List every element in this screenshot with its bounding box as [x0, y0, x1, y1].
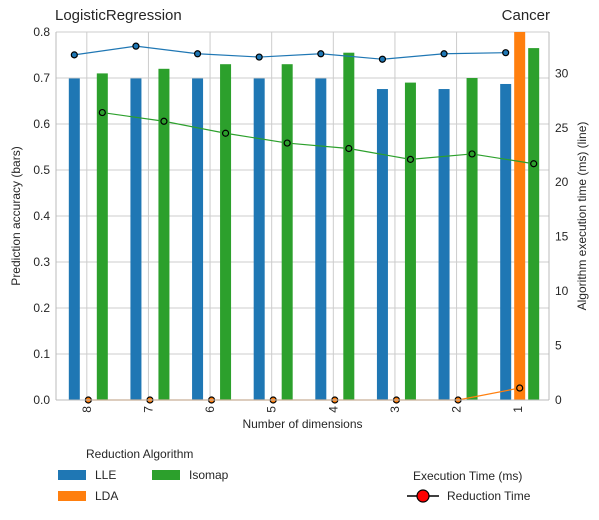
- y-right-tick-label: 25: [555, 121, 569, 135]
- point-isomap: [406, 155, 415, 163]
- point-isomap: [530, 160, 538, 168]
- y-left-tick-label: 0.1: [33, 347, 50, 361]
- point-isomap: [160, 117, 168, 125]
- y-left-tick-label: 0.4: [33, 209, 50, 223]
- point-lda: [516, 384, 524, 392]
- legend-label-time: Reduction Time: [447, 489, 531, 503]
- bar-lle: [253, 78, 265, 401]
- y-right-tick-label: 15: [555, 230, 569, 244]
- bar-isomap: [281, 64, 293, 400]
- chart-title-left: LogisticRegression: [55, 7, 182, 24]
- point-lle: [317, 50, 325, 58]
- bar-isomap: [343, 52, 355, 400]
- point-isomap: [283, 139, 291, 147]
- point-lle: [132, 42, 140, 50]
- y-left-tick-label: 0.3: [33, 255, 50, 269]
- legend-label-lda: LDA: [95, 489, 119, 503]
- bar-isomap: [404, 82, 416, 400]
- bar-lle: [192, 78, 204, 401]
- x-tick-label: 7: [141, 406, 155, 413]
- y-left-tick-label: 0.0: [33, 393, 50, 407]
- bars-group: [68, 32, 540, 401]
- bar-lle: [130, 78, 142, 401]
- legend-swatch-lda: [58, 491, 86, 501]
- bar-lle: [500, 83, 512, 400]
- point-isomap: [345, 144, 353, 153]
- y-right-tick-label: 5: [555, 339, 562, 353]
- point-lle: [440, 50, 448, 58]
- x-tick-label: 1: [511, 406, 525, 413]
- legend-item-isomap: Isomap: [152, 468, 228, 482]
- y-right-tick-label: 10: [555, 284, 569, 298]
- legend-item-lda: LDA: [58, 489, 118, 503]
- x-tick-label: 5: [265, 406, 279, 413]
- y-right-tick-label: 0: [555, 393, 562, 407]
- point-lle: [378, 55, 387, 63]
- y-left-tick-label: 0.2: [33, 301, 50, 315]
- legend-label-isomap: Isomap: [189, 468, 229, 482]
- x-axis-label: Number of dimensions: [242, 417, 362, 431]
- bar-isomap: [528, 48, 540, 400]
- x-tick-label: 6: [203, 406, 217, 413]
- bar-isomap: [96, 73, 108, 401]
- x-tick-label: 2: [450, 406, 464, 413]
- bar-isomap: [220, 64, 232, 400]
- legend-item-time: Reduction Time: [407, 489, 530, 503]
- y-left-tick-label: 0.7: [33, 71, 50, 85]
- point-isomap: [468, 150, 476, 158]
- legend-time-title: Execution Time (ms): [413, 469, 523, 483]
- line-isomap: [102, 111, 534, 165]
- point-isomap: [98, 108, 106, 117]
- legend-title: Reduction Algorithm: [86, 447, 194, 461]
- point-isomap: [221, 129, 230, 137]
- point-lle: [193, 50, 202, 58]
- axes-group: 0.00.10.20.30.40.50.60.70.80510152025308…: [33, 25, 568, 413]
- bar-lle: [68, 78, 80, 401]
- point-lle: [255, 53, 263, 61]
- y-left-tick-label: 0.5: [33, 163, 50, 177]
- bar-lle: [376, 89, 388, 400]
- chart-title-right: Cancer: [501, 7, 550, 24]
- line-lle: [74, 45, 506, 60]
- y-left-tick-label: 0.6: [33, 117, 50, 131]
- bar-lle: [438, 89, 450, 400]
- y-right-tick-label: 20: [555, 175, 569, 189]
- bar-isomap: [158, 68, 170, 401]
- x-tick-label: 3: [388, 406, 402, 413]
- x-tick-label: 4: [326, 406, 340, 413]
- legend-label-lle: LLE: [95, 468, 117, 482]
- bar-lle: [315, 78, 327, 401]
- x-tick-label: 8: [80, 406, 94, 413]
- point-lle: [70, 51, 78, 59]
- bar-lda: [514, 32, 526, 400]
- y-axis-left-label: Prediction accuracy (bars): [9, 146, 23, 285]
- legend-item-lle: LLE: [58, 468, 116, 482]
- lines-group: [70, 42, 538, 404]
- legend-swatch-lle: [58, 470, 86, 480]
- point-lle: [502, 49, 510, 57]
- legend-swatch-isomap: [152, 470, 180, 480]
- legend-time-marker-icon: [407, 489, 439, 503]
- y-axis-right-label: Algorithm execution time (ms) (line): [575, 122, 589, 311]
- y-left-tick-label: 0.8: [33, 25, 50, 39]
- bar-isomap: [466, 78, 478, 400]
- y-right-tick-label: 30: [555, 66, 569, 80]
